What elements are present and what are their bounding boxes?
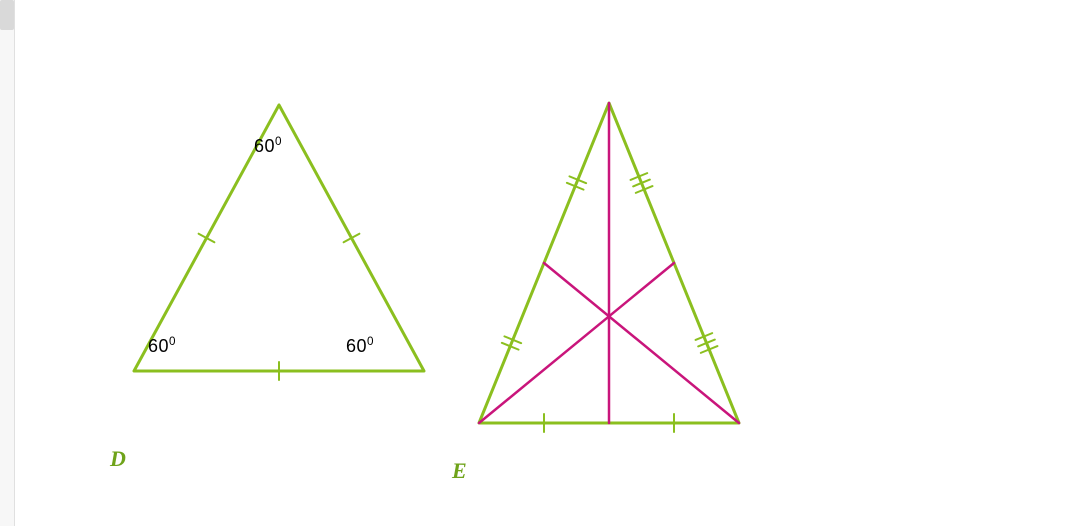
scrollbar-thumb[interactable] <box>0 0 14 30</box>
scrollbar-track[interactable] <box>0 0 15 526</box>
angle-label-1: 600 <box>148 335 176 357</box>
triangle-d-label: D <box>110 446 126 472</box>
angle-label-2: 600 <box>346 335 374 357</box>
triangle-e-svg <box>469 95 749 435</box>
triangle-e-label: E <box>452 458 467 484</box>
angle-label-0: 600 <box>254 135 282 157</box>
figure-area: D E 600 600 600 <box>44 0 1081 526</box>
